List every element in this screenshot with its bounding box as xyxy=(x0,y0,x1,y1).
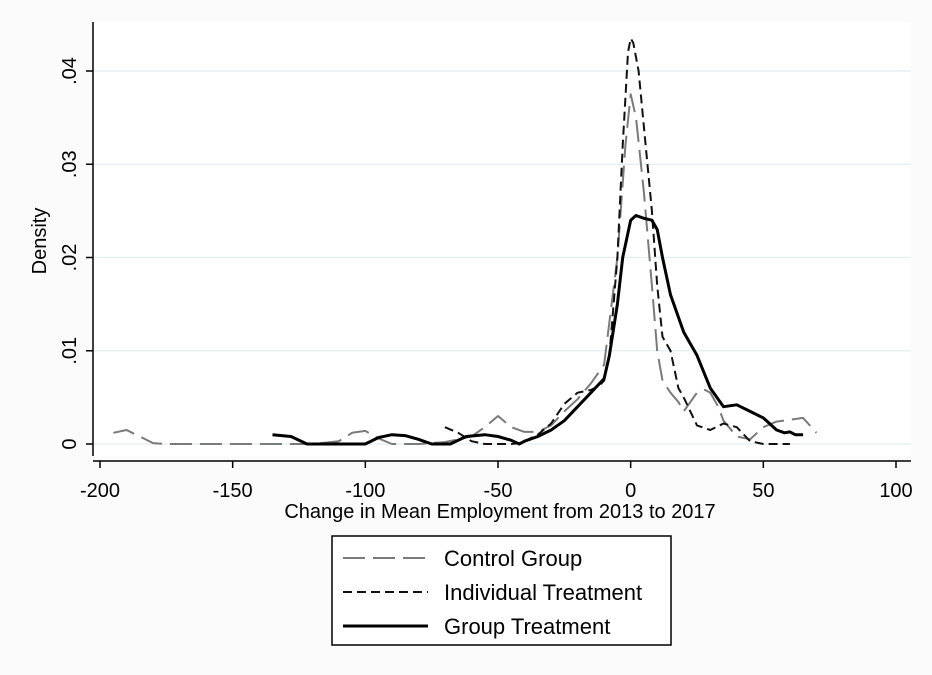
legend-label-0: Control Group xyxy=(444,546,582,571)
legend: Control Group Individual Treatment Group T… xyxy=(331,535,672,646)
x-ticks: -200 -150 -100 -50 0 50 100 xyxy=(80,461,913,502)
legend-label-2: Group Treatment xyxy=(444,614,610,639)
y-tick-label-2: .02 xyxy=(59,244,81,272)
series-line-group-treatment xyxy=(272,214,804,446)
series-line-control-group xyxy=(113,93,818,445)
y-tick-label-0: 0 xyxy=(59,438,81,449)
plot-background xyxy=(93,22,911,456)
y-tick-label-1: .01 xyxy=(59,337,81,365)
x-tick-label-3: -50 xyxy=(484,480,513,502)
x-tick-label-1: -150 xyxy=(213,480,253,502)
x-tick-label-0: -200 xyxy=(80,480,120,502)
legend-entries: Control Group Individual Treatment Group T… xyxy=(343,546,642,639)
x-tick-label-6: 100 xyxy=(879,480,912,502)
y-tick-label-4: .04 xyxy=(59,57,81,85)
y-axis-title: Density xyxy=(29,208,51,275)
x-tick-label-4: 0 xyxy=(625,480,636,502)
x-tick-label-5: 50 xyxy=(752,480,774,502)
y-tick-label-3: .03 xyxy=(59,150,81,178)
series-lines xyxy=(113,37,818,446)
legend-label-1: Individual Treatment xyxy=(444,580,642,605)
y-ticks: 0 .01 .02 .03 .04 xyxy=(59,57,93,450)
x-tick-label-2: -100 xyxy=(345,480,385,502)
x-axis-title: Change in Mean Employment from 2013 to 2… xyxy=(284,501,715,523)
